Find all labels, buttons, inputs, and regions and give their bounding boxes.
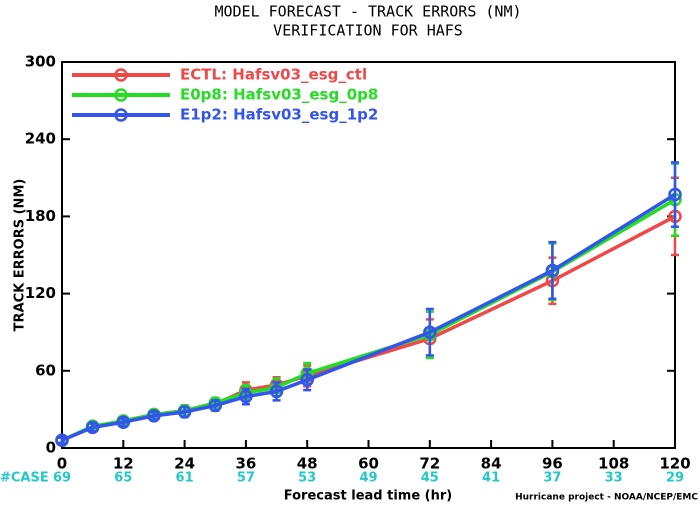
legend-label: ECTL: Hafsv03_esg_ctl [180, 66, 367, 84]
y-axis-label: TRACK ERRORS (NM) [13, 179, 28, 332]
case-count: 53 [298, 471, 316, 486]
marker [177, 405, 192, 419]
series-line [61, 198, 676, 442]
case-count: 29 [666, 471, 684, 486]
x-axis-label: Forecast lead time (hr) [284, 489, 452, 504]
y-tick-label: 240 [25, 130, 56, 148]
chart-subtitle: VERIFICATION FOR HAFS [273, 22, 463, 40]
x-tick-label: 96 [542, 455, 563, 473]
x-tick-label: 24 [174, 455, 195, 473]
x-tick-label: 48 [297, 455, 318, 473]
case-count: 45 [421, 471, 439, 486]
case-count: 37 [543, 471, 561, 486]
y-tick-label: 120 [25, 284, 56, 302]
x-tick-label: 12 [113, 455, 134, 473]
marker [239, 389, 253, 404]
x-tick-label: 84 [481, 455, 502, 473]
chart-title: MODEL FORECAST - TRACK ERRORS (NM) [214, 3, 521, 21]
marker [85, 420, 100, 435]
marker [116, 415, 131, 430]
case-count: 41 [482, 471, 500, 486]
error-bar [671, 161, 679, 228]
x-tick-label: 36 [235, 455, 256, 473]
marker [208, 398, 222, 413]
error-bar [58, 436, 66, 445]
series-line [61, 193, 676, 442]
x-tick-label: 120 [659, 455, 690, 473]
marker [545, 263, 560, 278]
y-tick-label: 0 [46, 439, 56, 457]
y-tick-label: 300 [25, 53, 56, 71]
error-bar [425, 307, 434, 357]
case-count: 61 [176, 471, 194, 486]
case-count: 49 [359, 471, 377, 486]
marker [423, 325, 437, 339]
x-tick-label: 72 [419, 455, 440, 473]
error-bar [548, 240, 557, 300]
marker [300, 373, 314, 387]
x-tick-label: 108 [598, 455, 629, 473]
legend-label: E0p8: Hafsv03_esg_0p8 [180, 86, 378, 104]
case-count: 57 [237, 471, 255, 486]
marker [147, 409, 161, 423]
marker [269, 384, 284, 399]
y-tick-label: 180 [25, 207, 56, 225]
marker [668, 187, 682, 202]
error-bar [303, 368, 312, 392]
x-tick-label: 60 [358, 455, 379, 473]
y-tick-label: 60 [35, 361, 56, 379]
marker [55, 433, 69, 448]
legend-marker [114, 88, 128, 102]
case-count: 69 [53, 471, 71, 486]
legend-marker [114, 108, 128, 122]
x-tick-label: 0 [57, 455, 67, 473]
case-label: #CASE [0, 471, 49, 486]
legend-marker [114, 68, 128, 82]
case-count: 33 [605, 471, 623, 486]
legend-label: E1p2: Hafsv03_esg_1p2 [180, 106, 378, 124]
case-count: 65 [114, 471, 132, 486]
footer: Hurricane project - NOAA/NCEP/EMC [515, 493, 698, 503]
